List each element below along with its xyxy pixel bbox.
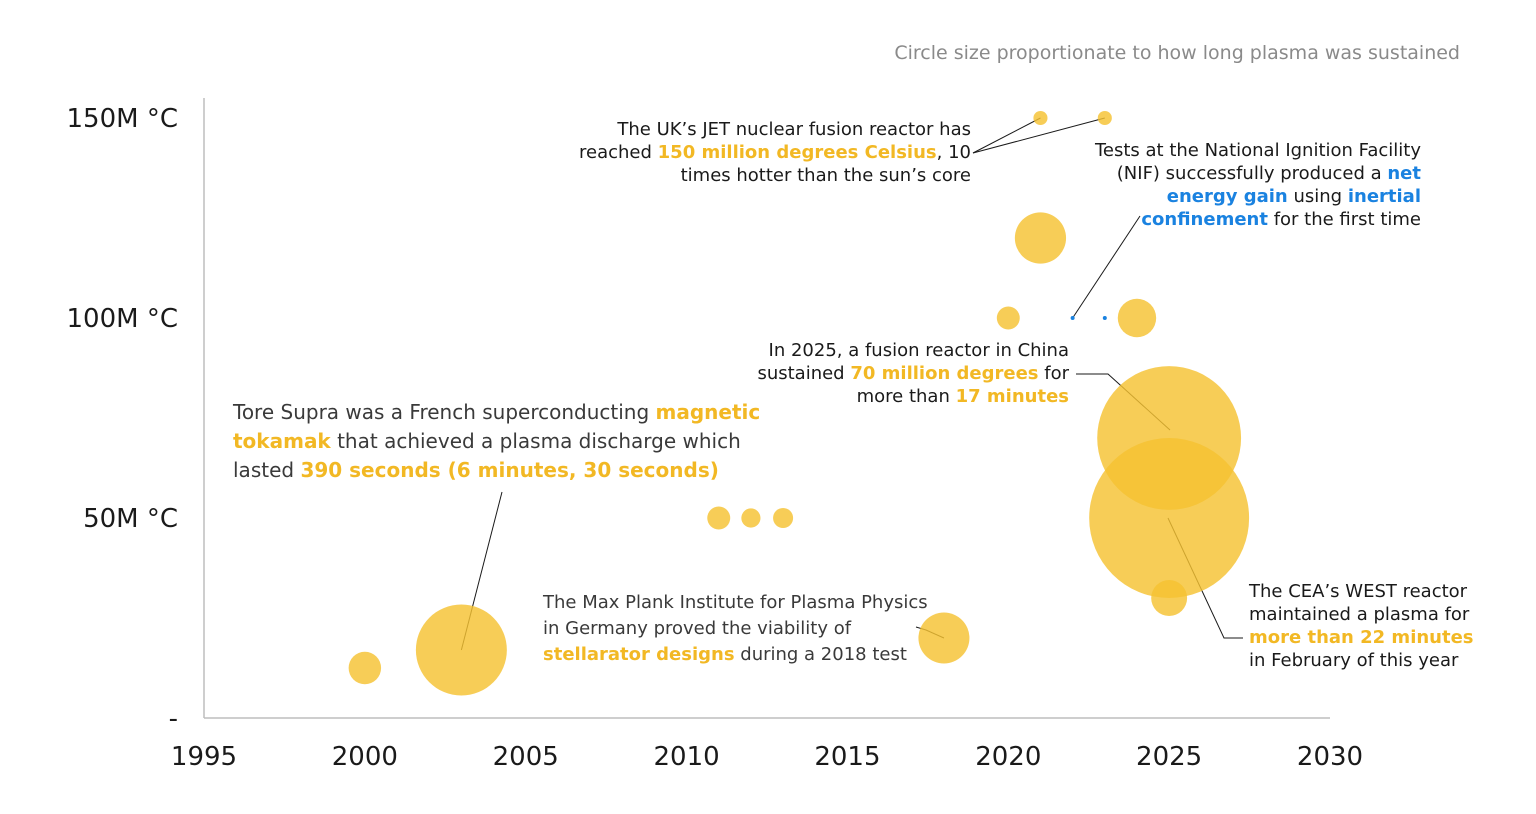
annotation-china: In 2025, a fusion reactor in China susta…: [720, 339, 1069, 408]
plasma-bubble: [1097, 110, 1112, 126]
x-tick-label: 2020: [975, 742, 1041, 772]
annotation-text: Tore Supra was a French superconducting: [233, 400, 656, 424]
y-tick-label: 50M °C: [83, 504, 178, 534]
annotation-highlight: 150 million degrees Celsius: [657, 142, 937, 163]
annotation-text: , 10 times hotter than the sun’s core: [680, 142, 971, 186]
annotation-text: in February of this year: [1249, 650, 1459, 671]
annotation-highlight: more than 22 minutes: [1249, 627, 1474, 648]
connector-jet: [972, 117, 1105, 154]
plasma-bubble: [741, 508, 761, 528]
annotation-text: for more than: [856, 363, 1069, 407]
annotation-highlight: stellarator designs: [543, 644, 735, 665]
annotation-highlight: inertial confinement: [1141, 186, 1421, 230]
annotation-max-planck: The Max Plank Institute for Plasma Physi…: [543, 590, 933, 668]
bubbles: [348, 110, 1250, 696]
plasma-bubble: [773, 507, 794, 529]
nif-point: [1070, 316, 1075, 320]
annotation-nif: Tests at the National Ignition Facility …: [1060, 139, 1421, 231]
plasma-bubble: [1033, 110, 1048, 126]
annotation-text: Tests at the National Ignition Facility …: [1094, 140, 1421, 184]
annotation-highlight: net energy gain: [1166, 163, 1421, 207]
annotation-text: during a 2018 test: [734, 644, 907, 665]
plasma-bubble: [1014, 212, 1067, 264]
plasma-bubble: [707, 506, 731, 530]
connector-nif: [1072, 215, 1141, 319]
annotation-highlight: magnetic tokamak: [233, 400, 761, 453]
plasma-bubble: [415, 604, 507, 696]
plasma-bubble: [996, 306, 1020, 330]
annotation-text: The Max Plank Institute for Plasma Physi…: [543, 592, 928, 639]
annotation-text: for the first time: [1267, 209, 1421, 230]
y-tick-label: -: [169, 704, 178, 734]
x-tick-label: 2030: [1297, 742, 1363, 772]
y-tick-label: 100M °C: [67, 304, 178, 334]
x-tick-label: 2000: [332, 742, 398, 772]
annotation-highlight: 17 minutes: [955, 386, 1069, 407]
annotation-tore-supra: Tore Supra was a French superconducting …: [233, 398, 793, 485]
annotation-highlight: 390 seconds (6 minutes, 30 seconds): [300, 458, 719, 482]
plasma-bubble: [1117, 298, 1157, 338]
plasma-bubble: [1089, 438, 1250, 598]
y-tick-label: 150M °C: [67, 104, 178, 134]
plasma-bubble: [1151, 580, 1188, 616]
connector-jet: [972, 117, 1041, 154]
annotation-highlight: 70 million degrees: [850, 363, 1039, 384]
annotation-text: The CEA’s WEST reactor maintained a plas…: [1249, 581, 1470, 625]
annotation-jet: The UK’s JET nuclear fusion reactor has …: [560, 118, 971, 187]
x-tick-label: 1995: [171, 742, 237, 772]
nif-point: [1102, 316, 1107, 320]
annotation-text: In 2025, a fusion reactor in China susta…: [757, 340, 1069, 384]
annotation-text: The UK’s JET nuclear fusion reactor has …: [579, 119, 971, 163]
x-tick-label: 2005: [493, 742, 559, 772]
annotation-text: using: [1287, 186, 1348, 207]
x-tick-label: 2015: [814, 742, 880, 772]
plasma-bubble: [348, 651, 382, 685]
x-tick-label: 2025: [1136, 742, 1202, 772]
size-legend-note: Circle size proportionate to how long pl…: [894, 42, 1460, 64]
annotation-west: The CEA’s WEST reactor maintained a plas…: [1249, 580, 1489, 672]
plasma-bubble: [918, 612, 970, 664]
x-tick-label: 2010: [653, 742, 719, 772]
annotation-text: that achieved a plasma discharge which l…: [233, 429, 741, 482]
axes: 1995 2000 2005 2010 2015 2020 2025 2030 - 50M °C 1…: [67, 98, 1363, 772]
